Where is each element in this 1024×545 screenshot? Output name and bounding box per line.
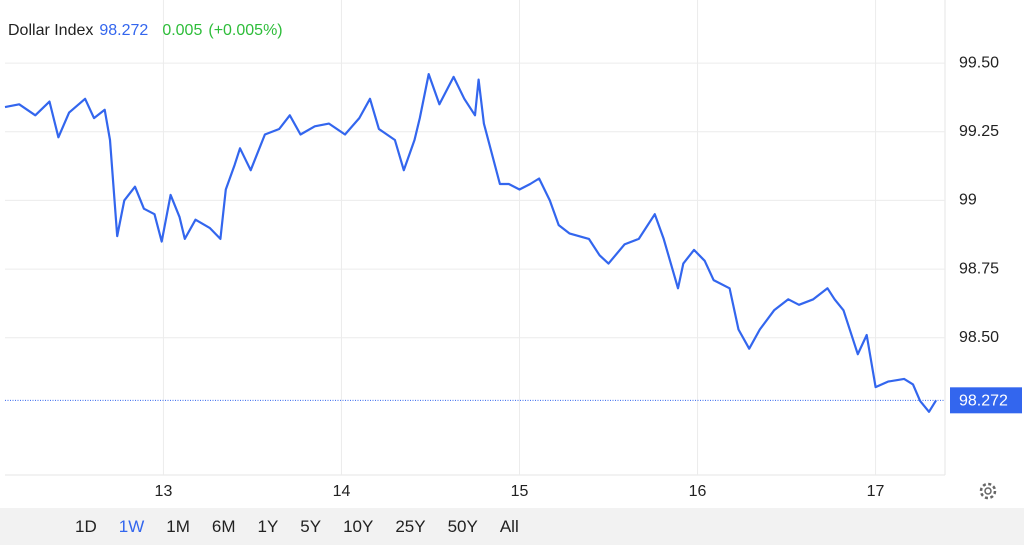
y-tick-label: 99.25	[959, 123, 999, 140]
range-button[interactable]: All	[499, 516, 519, 536]
x-tick-label: 17	[867, 483, 885, 500]
y-tick-label: 99	[959, 192, 977, 209]
x-tick-label: 15	[511, 483, 529, 500]
chart: 98.50 98.75 99 99.25 99.50 13 14 15 16 17 98.272	[4, 0, 1022, 500]
change: 0.005	[162, 22, 203, 39]
gear-teeth	[979, 482, 997, 500]
price-line	[4, 73, 938, 413]
title: Dollar Index	[8, 22, 94, 39]
header: Dollar Index 98.272 0.005 (+0.005%)	[8, 22, 283, 40]
gear-hub	[984, 487, 992, 495]
range-button[interactable]: 1D	[75, 516, 97, 536]
range-button[interactable]: 25Y	[395, 516, 426, 536]
y-tick-label: 99.50	[959, 54, 999, 71]
range-button[interactable]: 1W	[118, 516, 145, 536]
x-tick-label: 16	[689, 483, 707, 500]
range-button[interactable]: 6M	[211, 516, 236, 536]
last-value-box	[950, 387, 1022, 414]
last-value-label: 98.272	[959, 393, 1008, 410]
range-button[interactable]: 10Y	[343, 516, 374, 536]
last-value: 98.272	[99, 22, 149, 39]
range-button[interactable]: 50Y	[447, 516, 478, 536]
x-tick-label: 14	[333, 483, 351, 500]
y-tick-label: 98.75	[959, 260, 999, 277]
range-button[interactable]: 5Y	[300, 516, 322, 536]
range-bar: 1D 1W 1M 6M 1Y 5Y 10Y 25Y 50Y All	[0, 508, 1024, 545]
range-button[interactable]: 1Y	[257, 516, 279, 536]
x-tick-label: 13	[155, 483, 173, 500]
settings-icon[interactable]	[979, 482, 997, 500]
y-tick-label: 98.50	[959, 329, 999, 346]
range-button[interactable]: 1M	[166, 516, 190, 536]
change-percent: (+0.005%)	[208, 22, 283, 39]
